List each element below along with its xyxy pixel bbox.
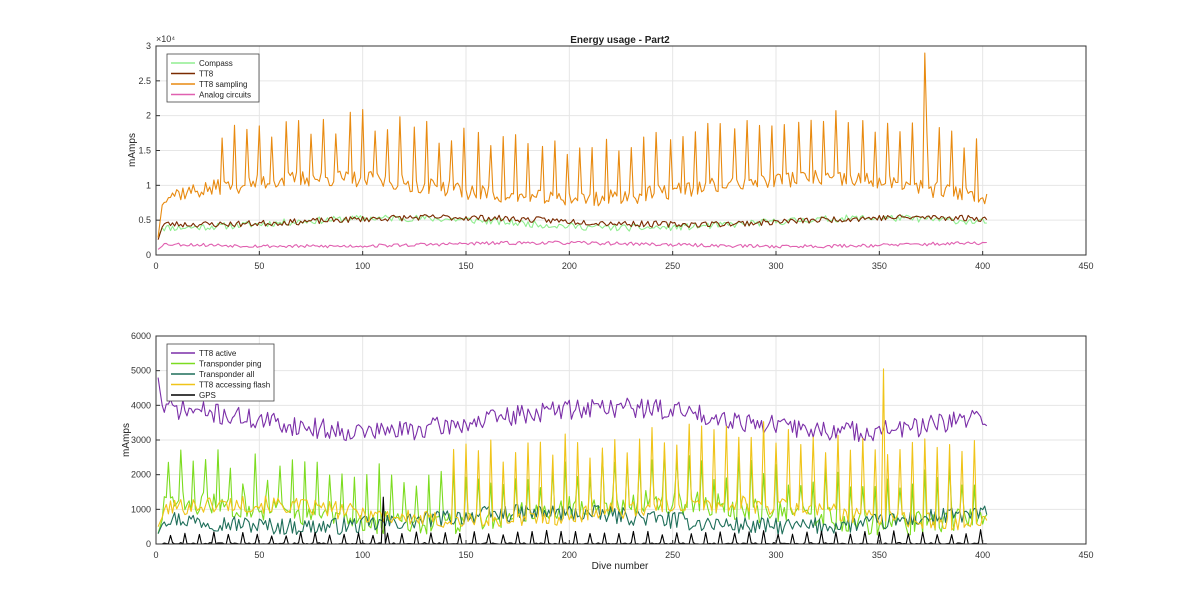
top-y-axis-label: mAmps <box>127 133 138 167</box>
bottom-y-tick-label: 0 <box>146 539 151 549</box>
bottom-x-tick-label: 250 <box>665 550 680 560</box>
top-legend-label: Compass <box>199 59 233 68</box>
bottom-x-axis-label: Dive number <box>592 561 649 572</box>
top-x-tick-label: 400 <box>975 261 990 271</box>
bottom-y-tick-label: 6000 <box>131 331 151 341</box>
top-y-tick-label: 2.5 <box>138 76 151 86</box>
top-x-tick-label: 50 <box>254 261 264 271</box>
top-y-tick-label: 3 <box>146 41 151 51</box>
top-x-tick-label: 0 <box>153 261 158 271</box>
bottom-series-tt8-accessing-flash <box>157 368 988 531</box>
bottom-x-tick-label: 50 <box>254 550 264 560</box>
top-legend-label: TT8 sampling <box>199 80 247 89</box>
top-x-tick-label: 100 <box>355 261 370 271</box>
top-series-tt8-sampling <box>157 52 988 238</box>
top-legend-label: TT8 <box>199 70 214 79</box>
bottom-y-tick-label: 3000 <box>131 435 151 445</box>
top-x-tick-label: 350 <box>872 261 887 271</box>
bottom-y-tick-label: 4000 <box>131 400 151 410</box>
top-y-tick-label: 2 <box>146 111 151 121</box>
top-x-tick-label: 200 <box>562 261 577 271</box>
bottom-legend-label: TT8 accessing flash <box>199 381 270 390</box>
top-series-analog-circuits <box>157 240 987 250</box>
bottom-x-tick-label: 150 <box>458 550 473 560</box>
bottom-y-tick-label: 2000 <box>131 470 151 480</box>
bottom-legend-label: TT8 active <box>199 349 237 358</box>
top-y-tick-label: 1 <box>146 180 151 190</box>
top-y-tick-label: 0 <box>146 250 151 260</box>
bottom-x-tick-label: 450 <box>1078 550 1093 560</box>
top-x-tick-label: 250 <box>665 261 680 271</box>
top-y-exponent-label: ×10⁴ <box>156 34 175 44</box>
bottom-y-axis-label: mAmps <box>121 423 132 457</box>
bottom-x-tick-label: 300 <box>768 550 783 560</box>
bottom-legend-label: Transponder all <box>199 370 255 379</box>
top-x-tick-label: 450 <box>1078 261 1093 271</box>
top-y-tick-label: 0.5 <box>138 215 151 225</box>
bottom-legend-label: GPS <box>199 391 216 400</box>
top-x-tick-label: 150 <box>458 261 473 271</box>
bottom-chart: 0 50 100 150 200 250 300 350 400 450 0 1000 2000 3000… <box>121 331 1094 572</box>
bottom-series-tt8-active <box>157 377 988 443</box>
top-chart-title: Energy usage - Part2 <box>570 35 670 46</box>
top-y-tick-label: 1.5 <box>138 146 151 156</box>
bottom-y-tick-label: 1000 <box>131 504 151 514</box>
top-legend-label: Analog circuits <box>199 91 251 100</box>
top-chart: 0 50 100 150 200 250 300 350 400 450 0 0.5 1 1.5 2 2.5 3… <box>127 34 1094 271</box>
bottom-x-tick-label: 200 <box>562 550 577 560</box>
top-x-tick-label: 300 <box>768 261 783 271</box>
bottom-legend-label: Transponder ping <box>199 360 261 369</box>
bottom-x-tick-label: 400 <box>975 550 990 560</box>
bottom-x-tick-label: 350 <box>872 550 887 560</box>
bottom-x-tick-label: 100 <box>355 550 370 560</box>
top-series-tt8 <box>157 214 988 240</box>
bottom-x-tick-label: 0 <box>153 550 158 560</box>
bottom-y-tick-label: 5000 <box>131 366 151 376</box>
